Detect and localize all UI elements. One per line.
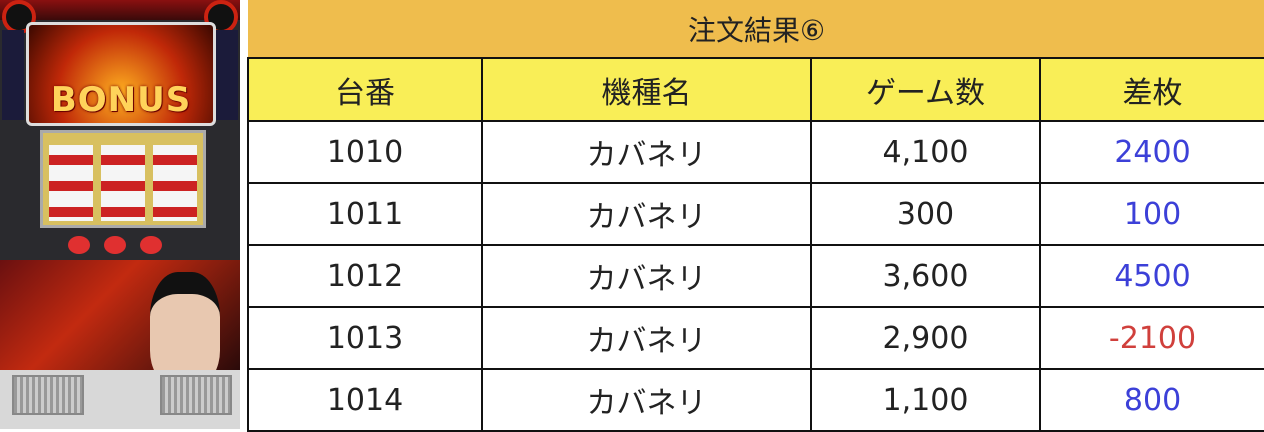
speaker-grill-right xyxy=(160,375,232,415)
cell-diff: 800 xyxy=(1038,368,1264,432)
cell-number: 1010 xyxy=(247,120,483,184)
machine-top xyxy=(0,0,240,20)
cell-diff: 2400 xyxy=(1038,120,1264,184)
reel-left xyxy=(49,145,93,221)
reel-area xyxy=(40,130,206,228)
header-row: 台番 機種名 ゲーム数 差枚 xyxy=(247,57,1264,122)
table-row: 1011 カバネリ 300 100 xyxy=(247,182,1264,246)
column-header-number: 台番 xyxy=(247,57,483,122)
cell-games: 1,100 xyxy=(810,368,1041,432)
slot-machine-image: BONUS xyxy=(0,0,240,429)
machine-screen: BONUS xyxy=(26,22,216,126)
table-row: 1012 カバネリ 3,600 4500 xyxy=(247,244,1264,308)
cell-games: 300 xyxy=(810,182,1041,246)
side-panel-right xyxy=(216,30,238,120)
lamp xyxy=(140,236,162,254)
cell-diff: 100 xyxy=(1038,182,1264,246)
speaker-grill-left xyxy=(12,375,84,415)
cell-number: 1011 xyxy=(247,182,483,246)
order-results-table: 注文結果⑥ 台番 機種名 ゲーム数 差枚 1010 カバネリ 4,100 2400 10… xyxy=(247,0,1264,432)
cell-model: カバネリ xyxy=(481,244,812,308)
cell-games: 4,100 xyxy=(810,120,1041,184)
table-row: 1013 カバネリ 2,900 -2100 xyxy=(247,306,1264,370)
cell-model: カバネリ xyxy=(481,182,812,246)
table-row: 1010 カバネリ 4,100 2400 xyxy=(247,120,1264,184)
reel-right xyxy=(153,145,197,221)
lamp xyxy=(104,236,126,254)
cell-number: 1013 xyxy=(247,306,483,370)
cell-model: カバネリ xyxy=(481,368,812,432)
cell-number: 1014 xyxy=(247,368,483,432)
cell-model: カバネリ xyxy=(481,120,812,184)
cell-games: 3,600 xyxy=(810,244,1041,308)
table-row: 1014 カバネリ 1,100 800 xyxy=(247,368,1264,432)
table-title: 注文結果⑥ xyxy=(248,0,1264,59)
cell-diff: 4500 xyxy=(1038,244,1264,308)
lamp xyxy=(68,236,90,254)
bonus-logo: BONUS xyxy=(50,80,192,120)
cell-diff: -2100 xyxy=(1038,306,1264,370)
column-header-diff: 差枚 xyxy=(1038,57,1264,122)
cell-model: カバネリ xyxy=(481,306,812,370)
cell-games: 2,900 xyxy=(810,306,1041,370)
side-panel-left xyxy=(2,30,24,120)
column-header-games: ゲーム数 xyxy=(810,57,1041,122)
character-art xyxy=(150,272,220,384)
cell-number: 1012 xyxy=(247,244,483,308)
column-header-model: 機種名 xyxy=(481,57,812,122)
reel-center xyxy=(101,145,145,221)
